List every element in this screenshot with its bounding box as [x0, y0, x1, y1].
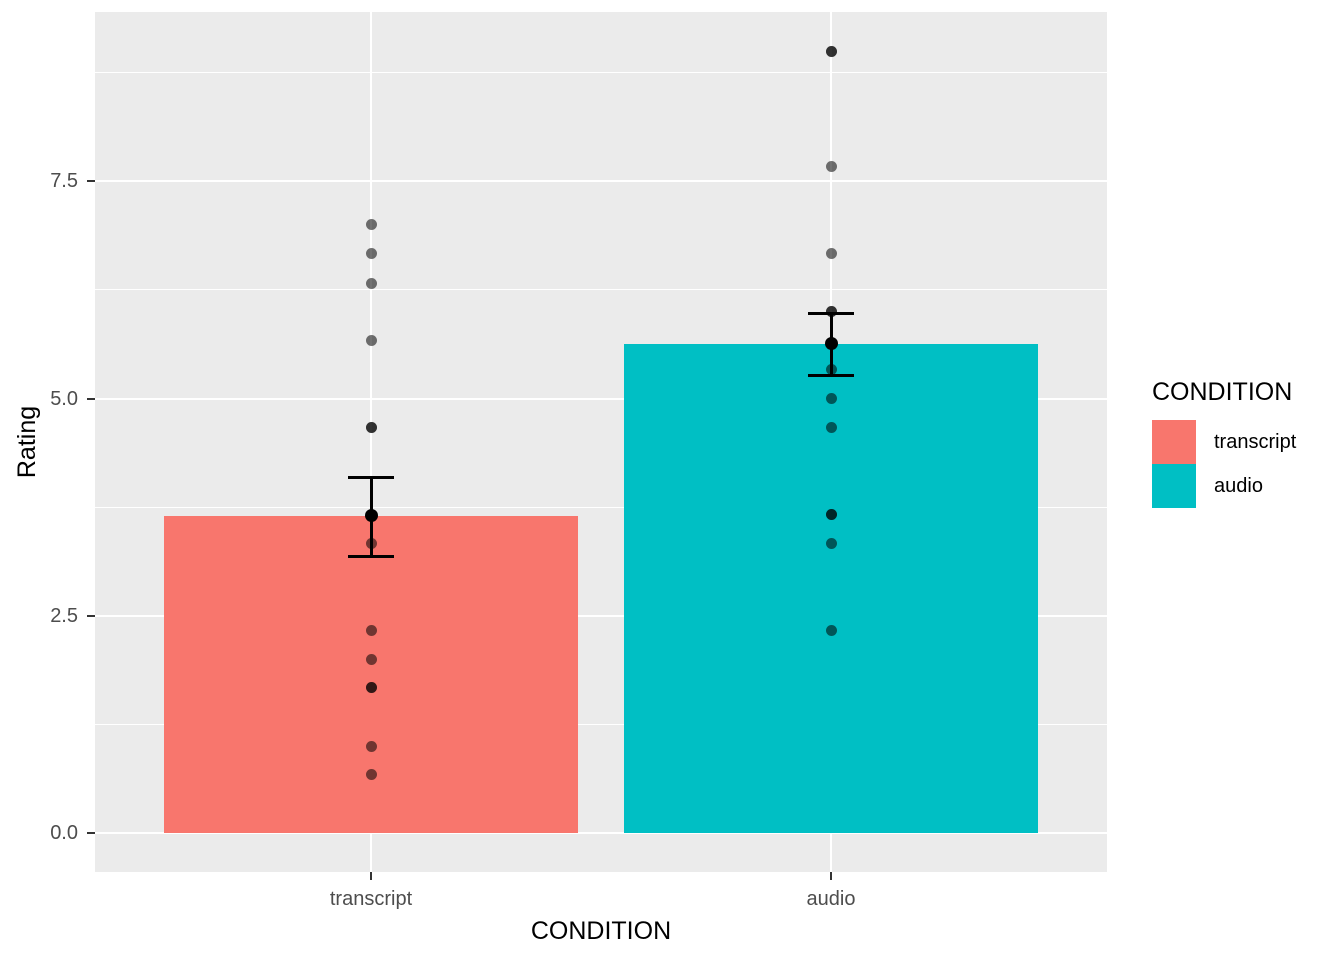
- legend-swatch-audio: [1152, 464, 1196, 508]
- y-tick-label: 5.0: [50, 387, 78, 410]
- legend: CONDITION transcript audio: [1152, 379, 1296, 508]
- gridline-x-major: [370, 12, 372, 872]
- data-point: [825, 538, 837, 550]
- legend-label-audio: audio: [1214, 474, 1263, 497]
- data-point: [365, 769, 377, 781]
- data-point: [365, 219, 377, 231]
- x-axis-title: CONDITION: [530, 917, 672, 945]
- legend-entry-audio: audio: [1152, 464, 1296, 508]
- data-point: [825, 161, 837, 173]
- legend-title: CONDITION: [1152, 378, 1293, 406]
- y-tick-label: 2.5: [50, 604, 78, 627]
- legend-entry-transcript: transcript: [1152, 420, 1296, 464]
- legend-swatch-transcript: [1152, 420, 1196, 464]
- data-point: [825, 421, 837, 433]
- gridline-y-minor: [95, 289, 1107, 291]
- data-point: [365, 334, 377, 346]
- bar-transcript: [164, 515, 578, 833]
- y-tick-mark: [87, 831, 95, 834]
- data-point: [825, 625, 837, 636]
- y-tick-label: 0.0: [50, 821, 78, 844]
- x-tick-mark: [830, 872, 832, 880]
- y-tick-mark: [87, 180, 95, 183]
- gridline-y-major: [95, 397, 1107, 400]
- mean-point-audio: [824, 337, 838, 351]
- data-point: [825, 508, 837, 520]
- gridline-y-minor: [95, 72, 1107, 74]
- data-point: [365, 538, 377, 550]
- y-tick-label: 7.5: [50, 170, 78, 193]
- y-tick-mark: [87, 614, 95, 617]
- data-point: [825, 45, 837, 57]
- legend-label-transcript: transcript: [1214, 430, 1297, 453]
- data-point: [365, 421, 377, 433]
- data-point: [825, 364, 837, 376]
- gridline-y-major: [95, 614, 1107, 617]
- data-point: [825, 393, 837, 405]
- data-point: [365, 625, 377, 636]
- errorbar-cap-bottom-audio: [808, 374, 854, 378]
- plot-panel: [95, 12, 1107, 872]
- gridline-y-minor: [95, 506, 1107, 508]
- data-point: [365, 277, 377, 289]
- gridline-y-major: [95, 180, 1107, 183]
- errorbar-cap-top-transcript: [348, 476, 394, 480]
- data-point: [365, 653, 377, 665]
- gridline-y-minor: [95, 723, 1107, 725]
- x-tick-mark: [370, 872, 372, 880]
- mean-point-transcript: [364, 509, 378, 523]
- legend-entries: transcript audio: [1152, 420, 1296, 508]
- data-point: [825, 247, 837, 259]
- data-point: [825, 306, 837, 318]
- x-tick-label-transcript: transcript: [329, 888, 413, 910]
- y-axis-title: Rating: [13, 405, 41, 479]
- data-point: [365, 247, 377, 259]
- errorbar-cap-bottom-transcript: [348, 555, 394, 559]
- x-tick-label-audio: audio: [806, 888, 856, 910]
- data-point: [365, 682, 377, 694]
- data-point: [365, 740, 377, 752]
- y-tick-mark: [87, 397, 95, 400]
- gridline-y-major: [95, 831, 1107, 834]
- bar-audio: [624, 343, 1038, 833]
